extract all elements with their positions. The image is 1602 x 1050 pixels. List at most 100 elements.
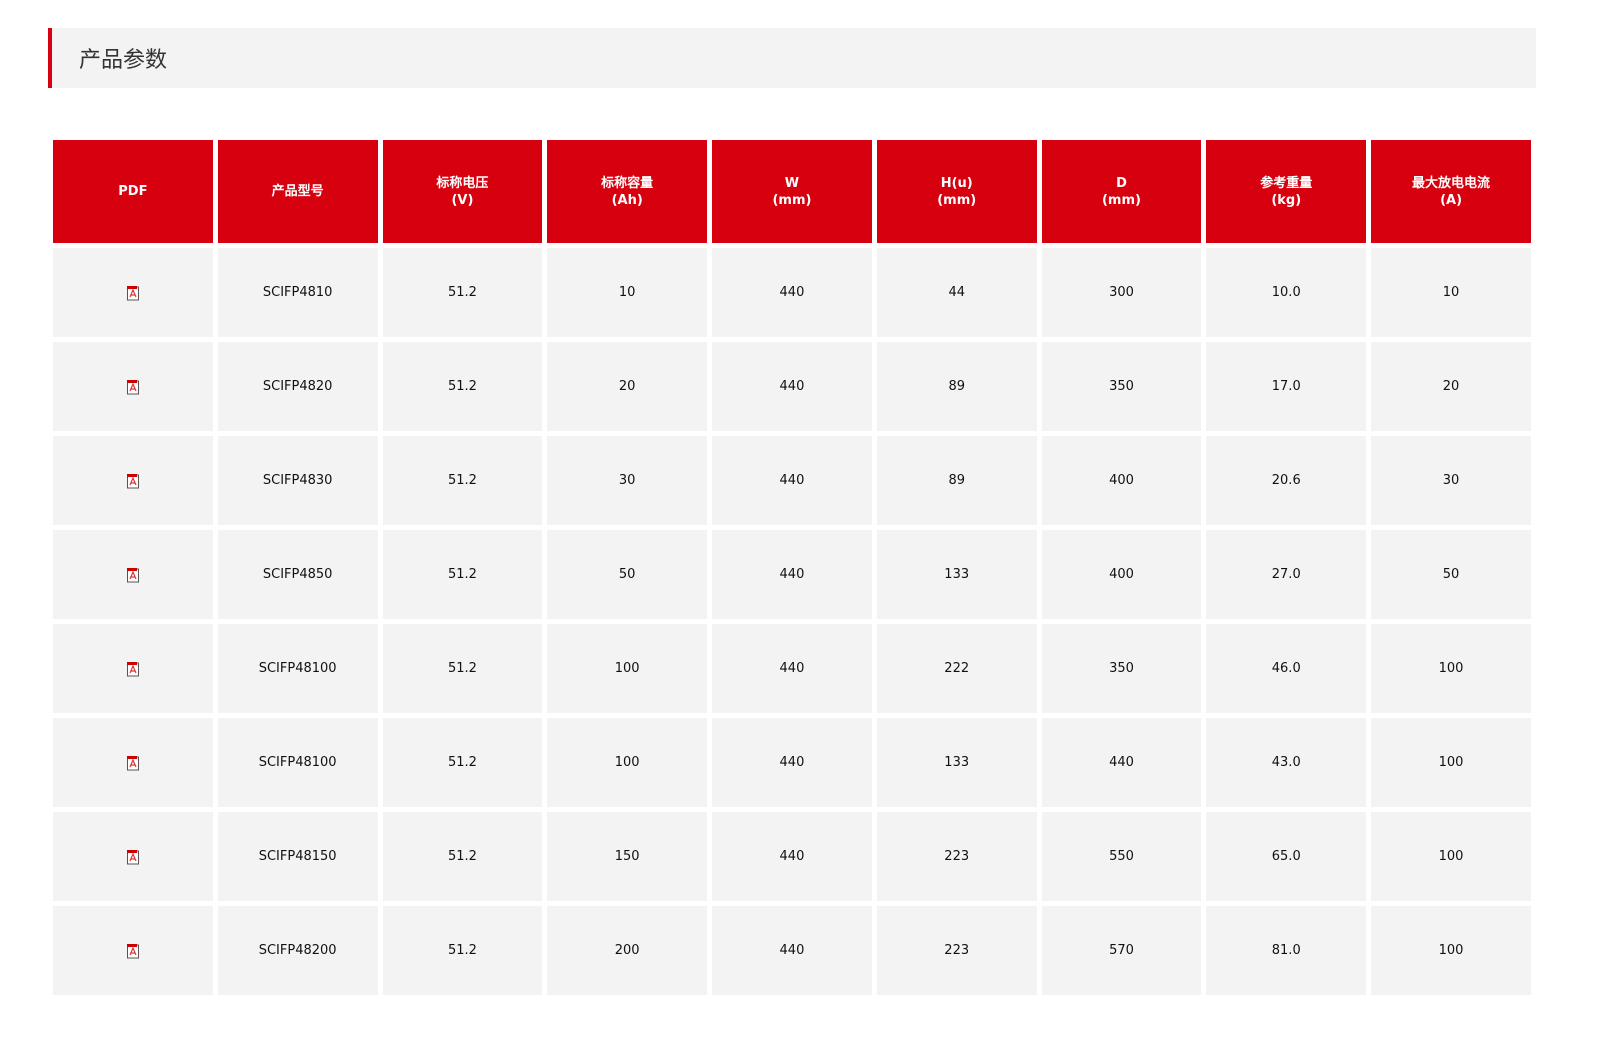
pdf-file-icon[interactable] [126, 379, 140, 394]
table-cell: 223 [876, 906, 1037, 995]
column-header-label: 产品型号 [271, 184, 324, 199]
section-title: 产品参数 [79, 48, 168, 73]
column-header: 产品型号 [217, 140, 378, 243]
column-header: W (mm) [712, 140, 872, 243]
table-cell: 200 [547, 906, 708, 995]
column-header-label: 最大放电电流 [1412, 175, 1491, 191]
column-header: 最大放电电流 (A) [1371, 140, 1531, 243]
table-cell: SCIFP4820 [217, 342, 378, 431]
table-cell: 65.0 [1206, 812, 1367, 901]
table-cell: 350 [1041, 342, 1202, 431]
table-cell: 46.0 [1206, 624, 1367, 713]
pdf-file-icon[interactable] [126, 661, 140, 676]
pdf-file-icon[interactable] [126, 567, 140, 582]
pdf-cell [53, 624, 213, 713]
table-cell: SCIFP4850 [217, 530, 378, 619]
table-row: SCIFP4820 51.2 20 440 89 350 17.0 20 [53, 342, 1531, 431]
column-header-label: 标称电压 [436, 175, 489, 191]
table-cell: 20 [547, 342, 708, 431]
table-row: SCIFP4830 51.2 30 440 89 400 20.6 30 [53, 436, 1531, 525]
column-header-unit: (Ah) [611, 192, 643, 208]
pdf-file-icon[interactable] [126, 473, 140, 488]
column-header: 标称容量 (Ah) [547, 140, 708, 243]
table-cell: 89 [876, 342, 1037, 431]
pdf-file-icon[interactable] [126, 755, 140, 770]
pdf-file-icon[interactable] [126, 943, 140, 958]
table-cell: 440 [712, 342, 872, 431]
table-cell: SCIFP48150 [217, 812, 378, 901]
table-cell: 51.2 [382, 436, 543, 525]
column-header: PDF [53, 140, 213, 243]
column-header-label: PDF [118, 184, 148, 199]
table-cell: 440 [712, 530, 872, 619]
table-cell: 51.2 [382, 718, 543, 807]
table-cell: 440 [712, 248, 872, 337]
column-header-unit: (A) [1440, 192, 1463, 208]
pdf-cell [53, 530, 213, 619]
table-row: SCIFP48100 51.2 100 440 222 350 46.0 100 [53, 624, 1531, 713]
table-cell: 133 [876, 530, 1037, 619]
table-cell: 81.0 [1206, 906, 1367, 995]
pdf-file-icon[interactable] [126, 849, 140, 864]
table-row: SCIFP4810 51.2 10 440 44 300 10.0 10 [53, 248, 1531, 337]
table-cell: 10.0 [1206, 248, 1367, 337]
table-cell: SCIFP48100 [217, 718, 378, 807]
table-cell: 222 [876, 624, 1037, 713]
table-cell: 150 [547, 812, 708, 901]
table-row: SCIFP48100 51.2 100 440 133 440 43.0 100 [53, 718, 1531, 807]
column-header-label: 标称容量 [601, 175, 654, 191]
table-row: SCIFP48200 51.2 200 440 223 570 81.0 100 [53, 906, 1531, 995]
table-header-row: PDF 产品型号 标称电压 (V) 标称容量 (Ah) W (mm) H(u) (mm) D (mm)… [53, 140, 1531, 243]
pdf-file-icon[interactable] [126, 285, 140, 300]
column-header-label: 参考重量 [1260, 175, 1313, 191]
table-cell: 30 [547, 436, 708, 525]
column-header-label: H(u) [940, 175, 973, 191]
table-cell: 50 [547, 530, 708, 619]
table-cell: 20 [1371, 342, 1531, 431]
pdf-cell [53, 248, 213, 337]
table-cell: 51.2 [382, 342, 543, 431]
pdf-cell [53, 812, 213, 901]
table-cell: 100 [1371, 718, 1531, 807]
column-header-unit: (mm) [937, 192, 977, 208]
table-cell: 10 [1371, 248, 1531, 337]
table-cell: 400 [1041, 530, 1202, 619]
table-cell: 440 [712, 436, 872, 525]
column-header-unit: (kg) [1271, 192, 1302, 208]
table-cell: 17.0 [1206, 342, 1367, 431]
table-cell: 440 [712, 906, 872, 995]
product-parameters-table: PDF 产品型号 标称电压 (V) 标称容量 (Ah) W (mm) H(u) (mm) D (mm)… [48, 135, 1536, 1000]
table-cell: 44 [876, 248, 1037, 337]
table-cell: 100 [547, 718, 708, 807]
table-cell: 100 [1371, 624, 1531, 713]
column-header-unit: (V) [451, 192, 474, 208]
pdf-cell [53, 718, 213, 807]
table-cell: 223 [876, 812, 1037, 901]
table-cell: SCIFP4830 [217, 436, 378, 525]
column-header: D (mm) [1041, 140, 1202, 243]
pdf-cell [53, 342, 213, 431]
table-cell: 100 [1371, 812, 1531, 901]
table-cell: 30 [1371, 436, 1531, 525]
table-cell: 350 [1041, 624, 1202, 713]
table-cell: 51.2 [382, 248, 543, 337]
pdf-cell [53, 436, 213, 525]
table-cell: 100 [547, 624, 708, 713]
column-header-unit: (mm) [1101, 192, 1141, 208]
column-header: 标称电压 (V) [382, 140, 543, 243]
table-cell: 440 [1041, 718, 1202, 807]
table-cell: 550 [1041, 812, 1202, 901]
table-cell: SCIFP48200 [217, 906, 378, 995]
table-cell: 570 [1041, 906, 1202, 995]
table-cell: 27.0 [1206, 530, 1367, 619]
column-header-label: W [784, 175, 800, 191]
section-header: 产品参数 [48, 28, 1536, 88]
table-cell: 400 [1041, 436, 1202, 525]
table-cell: 51.2 [382, 624, 543, 713]
table-cell: 440 [712, 624, 872, 713]
table-cell: 51.2 [382, 812, 543, 901]
column-header: 参考重量 (kg) [1206, 140, 1367, 243]
column-header: H(u) (mm) [876, 140, 1037, 243]
table-row: SCIFP48150 51.2 150 440 223 550 65.0 100 [53, 812, 1531, 901]
table-cell: 100 [1371, 906, 1531, 995]
